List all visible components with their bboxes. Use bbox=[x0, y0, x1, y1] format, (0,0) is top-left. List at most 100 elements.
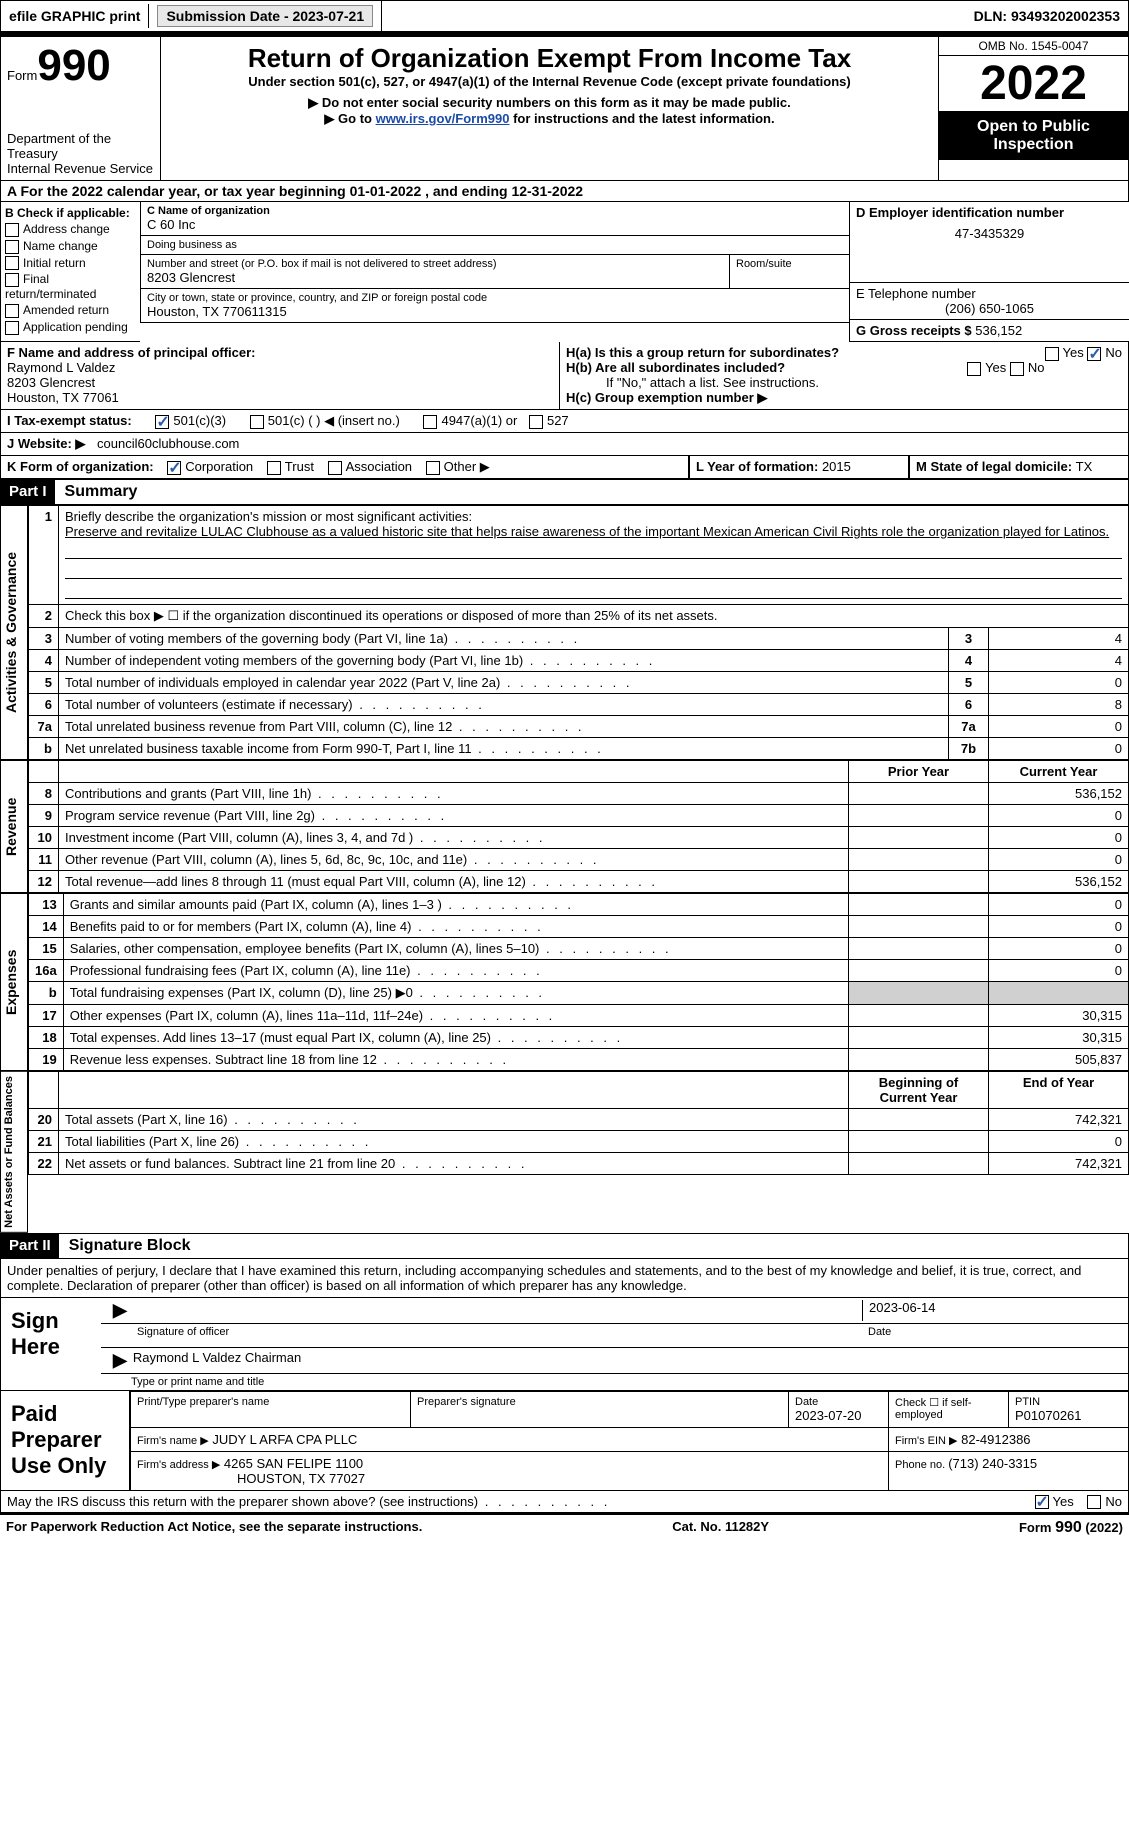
firm-name: JUDY L ARFA CPA PLLC bbox=[212, 1432, 357, 1447]
part2-title: Signature Block bbox=[59, 1234, 201, 1258]
k-trust-checkbox[interactable] bbox=[267, 461, 281, 475]
k-box: K Form of organization: Corporation Trus… bbox=[0, 456, 689, 479]
street-label: Number and street (or P.O. box if mail i… bbox=[147, 258, 723, 270]
officer-street: 8203 Glencrest bbox=[7, 375, 95, 390]
form-number: 990 bbox=[37, 41, 110, 90]
e-label: E Telephone number bbox=[856, 286, 1123, 301]
table-row: 7aTotal unrelated business revenue from … bbox=[29, 715, 1129, 737]
i-501c-checkbox[interactable] bbox=[250, 415, 264, 429]
tax-year: 2022 bbox=[939, 56, 1128, 112]
table-row: 8Contributions and grants (Part VIII, li… bbox=[29, 782, 1129, 804]
firm-name-label: Firm's name ▶ bbox=[137, 1435, 209, 1447]
f-label: F Name and address of principal officer: bbox=[7, 345, 256, 360]
opt-final-return[interactable]: Final return/terminated bbox=[5, 272, 136, 301]
header-left: Form990 Department of the Treasury Inter… bbox=[1, 37, 161, 180]
h-box: H(a) Is this a group return for subordin… bbox=[560, 342, 1129, 410]
i-501c3-checkbox[interactable] bbox=[155, 415, 169, 429]
gross-receipts-box: G Gross receipts $ 536,152 bbox=[849, 320, 1129, 342]
expenses-container: Expenses 13Grants and similar amounts pa… bbox=[0, 893, 1129, 1071]
sig-officer-label: Signature of officer bbox=[107, 1326, 229, 1345]
signature-block: Sign Here ▶ 2023-06-14 Signature of offi… bbox=[0, 1297, 1129, 1391]
table-row: bNet unrelated business taxable income f… bbox=[29, 737, 1129, 759]
room-box: Room/suite bbox=[729, 255, 849, 289]
warn2-post: for instructions and the latest informat… bbox=[509, 111, 774, 126]
firm-addr-label: Firm's address ▶ bbox=[137, 1459, 220, 1471]
m-label: M State of legal domicile: bbox=[916, 459, 1076, 474]
org-name-box: C Name of organization C 60 Inc bbox=[140, 202, 849, 236]
prep-date: 2023-07-20 bbox=[795, 1408, 882, 1423]
discuss-yes-checkbox[interactable] bbox=[1035, 1495, 1049, 1509]
efile-label: efile GRAPHIC print bbox=[9, 8, 140, 24]
hb-no-checkbox[interactable] bbox=[1010, 362, 1024, 376]
officer-box: F Name and address of principal officer:… bbox=[0, 342, 560, 410]
ein-value: 47-3435329 bbox=[856, 226, 1123, 241]
street-value: 8203 Glencrest bbox=[147, 270, 723, 285]
discuss-question: May the IRS discuss this return with the… bbox=[7, 1494, 478, 1509]
l-value: 2015 bbox=[822, 459, 851, 474]
col-b-header: B Check if applicable: bbox=[5, 206, 136, 220]
part1-badge: Part I bbox=[1, 480, 55, 504]
top-bar: efile GRAPHIC print Submission Date - 20… bbox=[0, 0, 1129, 32]
hb-note: If "No," attach a list. See instructions… bbox=[566, 375, 1122, 390]
i-label: I Tax-exempt status: bbox=[7, 413, 132, 428]
line2-text: Check this box ▶ ☐ if the organization d… bbox=[59, 604, 1129, 627]
opt-initial-return[interactable]: Initial return bbox=[5, 256, 136, 271]
k-corp-checkbox[interactable] bbox=[167, 461, 181, 475]
ha-yes-checkbox[interactable] bbox=[1045, 347, 1059, 361]
revenue-container: Revenue Prior YearCurrent Year 8Contribu… bbox=[0, 760, 1129, 893]
l-box: L Year of formation: 2015 bbox=[689, 456, 909, 479]
phone-box: E Telephone number (206) 650-1065 bbox=[849, 283, 1129, 320]
expenses-table: 13Grants and similar amounts paid (Part … bbox=[28, 893, 1129, 1071]
form-subtitle: Under section 501(c), 527, or 4947(a)(1)… bbox=[167, 74, 932, 89]
ha-no-checkbox[interactable] bbox=[1087, 347, 1101, 361]
i-527-checkbox[interactable] bbox=[529, 415, 543, 429]
i-4947-checkbox[interactable] bbox=[423, 415, 437, 429]
prep-phone: (713) 240-3315 bbox=[948, 1456, 1037, 1471]
g-value: 536,152 bbox=[975, 323, 1022, 338]
end-year-header: End of Year bbox=[989, 1071, 1129, 1108]
m-box: M State of legal domicile: TX bbox=[909, 456, 1129, 479]
opt-amended-return[interactable]: Amended return bbox=[5, 303, 136, 318]
footer-right: Form 990 (2022) bbox=[1019, 1519, 1123, 1537]
discuss-no-checkbox[interactable] bbox=[1087, 1495, 1101, 1509]
governance-table: 1 Briefly describe the organization's mi… bbox=[28, 505, 1129, 760]
city-label: City or town, state or province, country… bbox=[147, 292, 843, 304]
sign-here-label: Sign Here bbox=[1, 1298, 101, 1390]
k-other-checkbox[interactable] bbox=[426, 461, 440, 475]
klm-row: K Form of organization: Corporation Trus… bbox=[0, 456, 1129, 479]
sig-date: 2023-06-14 bbox=[862, 1300, 1122, 1321]
column-b: B Check if applicable: Address change Na… bbox=[0, 202, 140, 342]
sig-name-line: ▶ Raymond L Valdez Chairman bbox=[101, 1348, 1128, 1374]
print-name-label: Print/Type preparer's name bbox=[137, 1396, 404, 1408]
self-employed-check[interactable]: Check ☐ if self-employed bbox=[895, 1396, 1002, 1421]
part1-title: Summary bbox=[55, 480, 148, 504]
begin-year-header: Beginning of Current Year bbox=[849, 1071, 989, 1108]
firm-addr2: HOUSTON, TX 77027 bbox=[137, 1471, 365, 1486]
warn2-pre: ▶ Go to bbox=[324, 111, 375, 126]
m-value: TX bbox=[1076, 459, 1093, 474]
hc-label: H(c) Group exemption number ▶ bbox=[566, 390, 1122, 406]
table-row: 19Revenue less expenses. Subtract line 1… bbox=[29, 1048, 1129, 1070]
l-label: L Year of formation: bbox=[696, 459, 822, 474]
table-row: 15Salaries, other compensation, employee… bbox=[29, 937, 1129, 959]
irs-link[interactable]: www.irs.gov/Form990 bbox=[376, 111, 510, 126]
table-row: 12Total revenue—add lines 8 through 11 (… bbox=[29, 870, 1129, 892]
omb-number: OMB No. 1545-0047 bbox=[939, 37, 1128, 56]
g-label: G Gross receipts $ bbox=[856, 323, 975, 338]
officer-name: Raymond L Valdez bbox=[7, 360, 115, 375]
table-row: 6Total number of volunteers (estimate if… bbox=[29, 693, 1129, 715]
opt-address-change[interactable]: Address change bbox=[5, 222, 136, 237]
submission-cell: Submission Date - 2023-07-21 bbox=[149, 1, 382, 31]
firm-ein-label: Firm's EIN ▶ bbox=[895, 1435, 958, 1447]
opt-name-change[interactable]: Name change bbox=[5, 239, 136, 254]
opt-app-pending[interactable]: Application pending bbox=[5, 320, 136, 335]
k-assoc-checkbox[interactable] bbox=[328, 461, 342, 475]
form-prefix: Form bbox=[7, 68, 37, 83]
arrow-icon: ▶ bbox=[107, 1350, 133, 1371]
line1-label: Briefly describe the organization's miss… bbox=[65, 509, 472, 524]
submission-date-button[interactable]: Submission Date - 2023-07-21 bbox=[157, 5, 373, 27]
j-row: J Website: ▶ council60clubhouse.com bbox=[0, 433, 1129, 456]
hb-yes-checkbox[interactable] bbox=[967, 362, 981, 376]
table-row: 9Program service revenue (Part VIII, lin… bbox=[29, 804, 1129, 826]
table-row: 4Number of independent voting members of… bbox=[29, 649, 1129, 671]
